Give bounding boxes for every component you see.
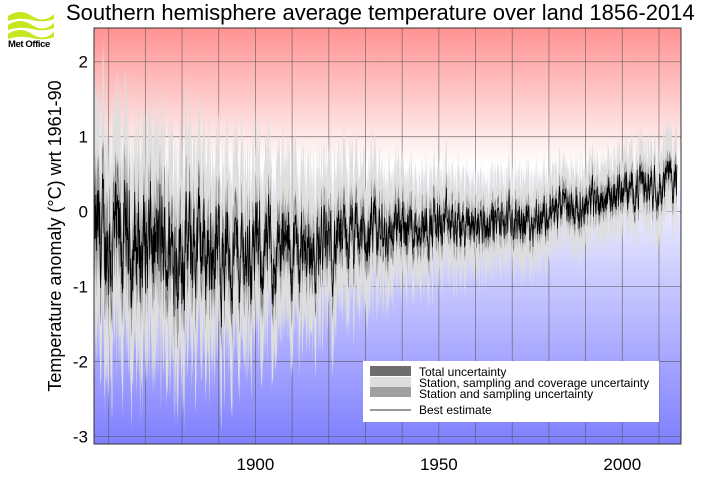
y-axis-label: Temperature anomaly (°C) wrt 1961-90 [45, 80, 65, 391]
legend-box [363, 361, 659, 422]
legend-swatch-total [370, 366, 411, 376]
legend-label-best: Best estimate [419, 403, 492, 417]
x-tick-label: 1900 [237, 455, 275, 474]
legend-label-station: Station and sampling uncertainty [419, 387, 593, 401]
y-tick-label: 2 [79, 53, 88, 72]
y-tick-label: -1 [73, 278, 88, 297]
y-tick-label: 0 [79, 203, 88, 222]
legend-label-total: Total uncertainty [419, 365, 506, 379]
logo-text: Met Office [8, 39, 50, 50]
y-tick-label: -3 [73, 428, 88, 447]
y-tick-label: -2 [73, 353, 88, 372]
y-tick-label: 1 [79, 128, 88, 147]
legend-swatch-station [370, 387, 411, 397]
best-estimate-line [94, 160, 678, 328]
ticks: 2 1 0 -1 -2 -3 1900 1950 2000 [73, 53, 641, 474]
chart-title: Southern hemisphere average temperature … [66, 0, 695, 25]
x-tick-label: 2000 [603, 455, 641, 474]
met-office-logo [8, 12, 54, 40]
plot-frame [93, 27, 682, 445]
series-layer [94, 35, 678, 436]
x-tick-label: 1950 [420, 455, 458, 474]
legend: Total uncertainty Station, sampling and … [363, 361, 659, 422]
legend-label-coverage: Station, sampling and coverage uncertain… [419, 376, 649, 390]
legend-swatch-coverage [370, 377, 411, 387]
